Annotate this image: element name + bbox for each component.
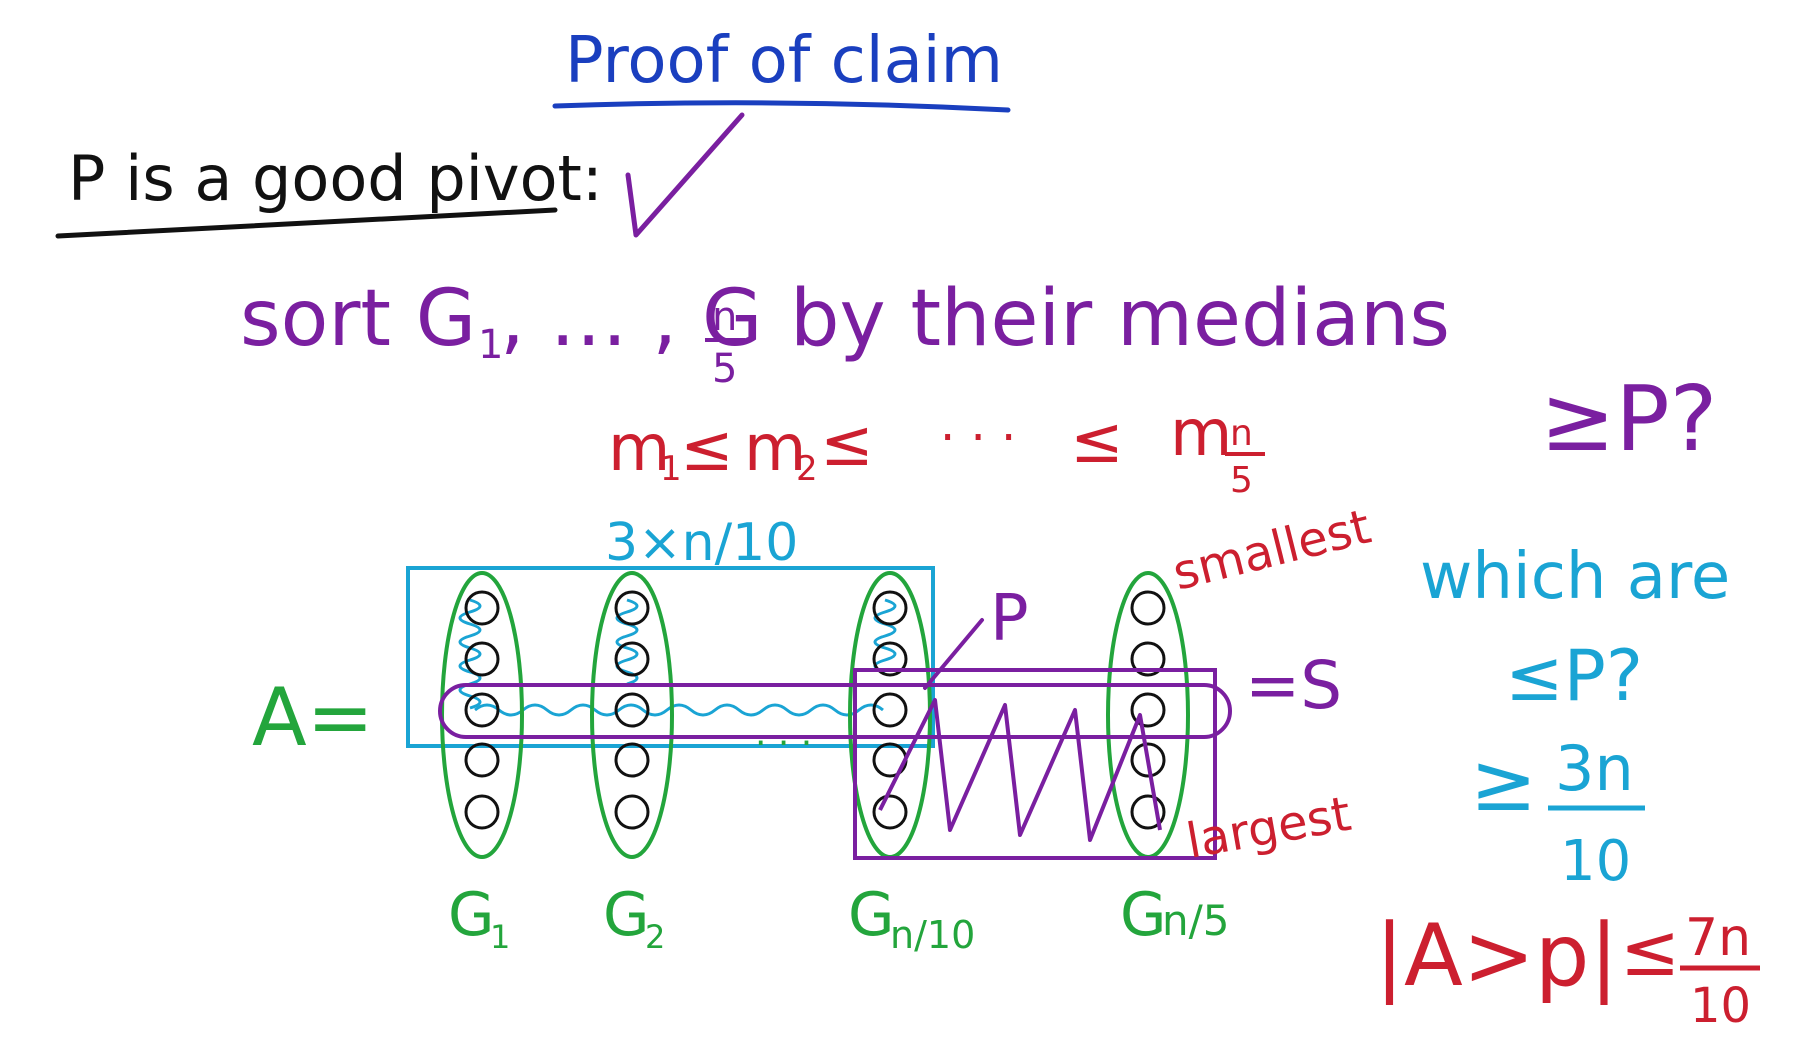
title: Proof of claim — [565, 24, 1003, 98]
element-circle — [614, 692, 650, 728]
sort-prefix: sort G — [240, 274, 476, 364]
element-circle — [1130, 692, 1166, 728]
sort-sub-num: n — [712, 294, 737, 340]
element-circle — [872, 590, 908, 626]
bound-lhs: |A>p| — [1375, 906, 1618, 1006]
scribble-g1 — [458, 598, 482, 710]
label-gn5-base: G — [1120, 880, 1167, 950]
title-underline — [552, 100, 1011, 113]
mn-sub-num: n — [1230, 413, 1253, 454]
s-label: =S — [1245, 647, 1342, 724]
group-ellipse — [590, 571, 674, 859]
median-row-capsule — [438, 683, 1232, 739]
element-circle — [1130, 742, 1166, 778]
geq-sym: ≥ — [1470, 736, 1537, 829]
sort-mid: , … , G — [500, 274, 762, 364]
element-circle — [464, 641, 500, 677]
element-circle — [1130, 590, 1166, 626]
m1-sub: 1 — [660, 449, 682, 489]
check-icon — [625, 112, 745, 238]
label-g1-sub: 1 — [490, 918, 510, 956]
element-circle — [872, 692, 908, 728]
geq-num: 3n — [1555, 732, 1634, 805]
element-circle — [464, 590, 500, 626]
group-2 — [590, 571, 674, 859]
bound: |A>p| ≤ 7n 10 — [1375, 906, 1760, 1034]
element-circle — [614, 641, 650, 677]
bound-den: 10 — [1690, 978, 1751, 1034]
m2: m — [744, 412, 806, 486]
bound-num: 7n — [1685, 908, 1751, 968]
largest-label: largest — [1182, 786, 1355, 870]
scribble-g2 — [615, 598, 639, 686]
group-ellipse — [1106, 571, 1190, 859]
cyan-scribbles — [458, 598, 897, 717]
count-label: 3×n/10 — [605, 513, 798, 573]
element-circle — [872, 794, 908, 830]
label-gn5-sub: n/5 — [1162, 896, 1230, 945]
group-ellipse — [848, 571, 932, 859]
m2-sub: 2 — [796, 449, 818, 489]
label-gn10-sub: n/10 — [890, 913, 975, 957]
element-circle — [614, 590, 650, 626]
sort-sub1: 1 — [478, 322, 503, 368]
element-circle — [614, 794, 650, 830]
median-dots: . . . — [940, 396, 1016, 452]
median-order: m 1 ≤ m 2 ≤ . . . ≤ m n 5 — [608, 396, 1265, 501]
groups — [440, 571, 1190, 859]
scribble-row — [474, 703, 884, 717]
group-n10 — [848, 571, 932, 859]
scribble-gn10 — [873, 598, 897, 674]
leq-p-question: ≤P? — [1505, 635, 1643, 717]
m1: m — [608, 412, 670, 486]
group-1 — [440, 571, 524, 859]
bound-sym: ≤ — [1620, 908, 1680, 992]
geq-den: 10 — [1560, 829, 1631, 894]
sort-line: sort G 1 , … , G n 5 by their medians — [240, 274, 1450, 392]
mn-sub-den: 5 — [1230, 460, 1253, 501]
element-circle — [614, 742, 650, 778]
element-circle — [1130, 641, 1166, 677]
sort-sub-den: 5 — [712, 346, 737, 392]
which-are: which are — [1420, 540, 1730, 614]
label-g2-sub: 2 — [645, 918, 665, 956]
element-circle — [464, 794, 500, 830]
purple-box — [853, 668, 1217, 860]
label-g1-base: G — [448, 880, 495, 950]
purple-hatching — [878, 698, 1162, 842]
p-label: P — [990, 582, 1029, 656]
le-3: ≤ — [1070, 404, 1124, 478]
geq-3n-10: ≥ 3n 10 — [1470, 732, 1645, 894]
mn: m — [1170, 397, 1232, 471]
element-circle — [464, 692, 500, 728]
group-labels: G 1 G 2 G n/10 G n/5 — [448, 880, 1230, 957]
heading-underline — [55, 207, 558, 239]
label-g2-base: G — [603, 880, 650, 950]
geq-p-question: ≥P? — [1540, 367, 1717, 472]
smallest-label: smallest — [1167, 499, 1376, 602]
heading: P is a good pivot: — [68, 142, 603, 215]
element-circle — [872, 641, 908, 677]
middle-dots: . . . — [755, 713, 812, 754]
sort-suffix: by their medians — [790, 274, 1450, 364]
le-1: ≤ — [680, 412, 734, 486]
element-circle — [464, 742, 500, 778]
group-n5 — [1106, 571, 1190, 859]
label-gn10-base: G — [848, 880, 895, 950]
le-2: ≤ — [820, 407, 874, 481]
element-circle — [1130, 794, 1166, 830]
a-label: A= — [252, 671, 374, 764]
p-pointer — [923, 618, 984, 690]
